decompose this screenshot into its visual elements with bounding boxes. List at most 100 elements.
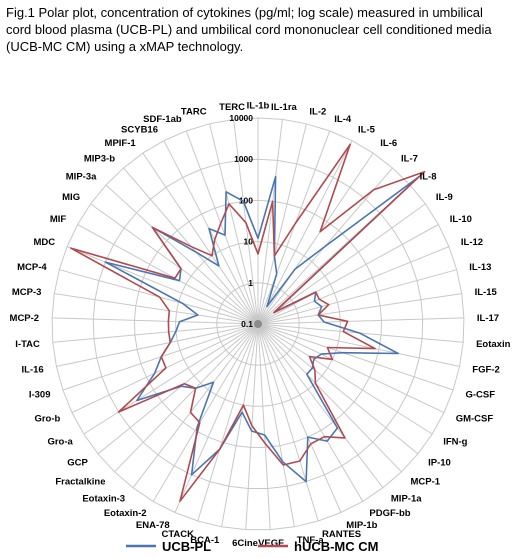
category-label: GCP <box>67 458 88 469</box>
chart-series <box>70 143 426 503</box>
figure-caption: Fig.1 Polar plot, concentration of cytok… <box>6 5 492 54</box>
chart-grid <box>51 117 465 531</box>
chart-legend: UCB-PL hUCB-MC CM <box>126 539 378 554</box>
grid-spoke <box>257 246 450 325</box>
category-label: IL-4 <box>334 114 352 125</box>
grid-ring <box>133 199 383 448</box>
grid-spoke <box>52 323 259 343</box>
grid-spoke <box>257 152 374 325</box>
category-label: MCP-3 <box>12 287 42 298</box>
category-label: Fractalkine <box>55 477 105 488</box>
category-label: IL-10 <box>450 214 472 225</box>
category-label: GM-CSF <box>456 414 494 425</box>
grid-spoke <box>257 119 283 325</box>
tick-label: 10 <box>244 237 254 247</box>
grid-spoke <box>142 152 259 325</box>
grid-spoke <box>257 323 319 522</box>
category-label: IL-1b <box>247 101 270 112</box>
category-label: MIP3-b <box>84 154 115 165</box>
grid-spoke <box>52 317 259 325</box>
category-label: Gro-b <box>34 414 60 425</box>
grid-ring <box>51 117 465 531</box>
grid-spoke <box>105 184 259 325</box>
category-label: IL-12 <box>461 237 483 248</box>
grid-spoke <box>257 323 445 414</box>
legend-label: hUCB-MC CM <box>294 539 378 554</box>
grid-spoke <box>83 323 259 435</box>
grid-spoke <box>56 323 259 367</box>
center-marker <box>254 320 262 328</box>
category-label: IL-15 <box>475 287 498 298</box>
category-label: SCYB16 <box>121 125 158 136</box>
grid-spoke <box>257 317 464 325</box>
category-label: Eotaxin-3 <box>82 494 125 505</box>
category-label: MCP-4 <box>17 262 47 273</box>
grid-spoke <box>257 123 307 325</box>
category-label: MIP-3a <box>66 172 97 183</box>
grid-spoke <box>77 224 259 325</box>
radial-tick-labels: 0.1 1 10 100 1000 10000 <box>229 113 253 329</box>
grid-spoke <box>257 140 353 325</box>
grid-spoke <box>209 123 259 325</box>
category-label: IL-1ra <box>271 102 298 113</box>
category-label: Eotaxin-2 <box>104 508 147 519</box>
grid-spoke <box>97 323 259 455</box>
grid-spoke <box>257 224 439 325</box>
category-label: TNF-a <box>297 535 325 546</box>
grid-spoke <box>257 323 295 527</box>
grid-spoke <box>257 323 433 435</box>
grid-spoke <box>257 323 342 513</box>
category-label: IL-13 <box>469 262 491 273</box>
category-label: ENA-78 <box>136 520 170 531</box>
category-label: IL-17 <box>477 313 499 324</box>
category-label: MIP-1b <box>346 520 377 531</box>
grid-spoke <box>257 323 402 473</box>
grid-spoke <box>54 293 259 325</box>
tick-label: 1000 <box>234 154 253 164</box>
grid-spoke <box>257 203 426 325</box>
series-line-1 <box>70 143 426 503</box>
category-label: MCP-2 <box>10 313 40 324</box>
category-label: CTACK <box>161 529 194 540</box>
grid-spoke <box>257 323 454 391</box>
grid-spoke <box>185 130 259 325</box>
category-label: SDF-1ab <box>143 114 182 125</box>
grid-spoke <box>132 323 259 489</box>
category-label: Gro-a <box>47 436 73 447</box>
category-label: IL-8 <box>420 172 437 183</box>
category-label: PDGF-bb <box>369 508 410 519</box>
category-label: I-TAC <box>15 339 40 350</box>
category-label: IL-9 <box>436 192 453 203</box>
grid-spoke <box>90 203 259 325</box>
category-label: IL-16 <box>22 365 44 376</box>
category-label: MDC <box>33 237 55 248</box>
grid-spoke <box>114 323 259 473</box>
category-label: IL-5 <box>358 125 376 136</box>
category-label: IL-7 <box>401 154 418 165</box>
category-label: 6Cine <box>232 538 258 549</box>
category-label: TERC <box>219 102 245 113</box>
category-label: MIG <box>62 192 80 203</box>
category-label: MIP-1a <box>391 494 422 505</box>
tick-label: 100 <box>239 195 253 205</box>
tick-label: 1 <box>248 278 253 288</box>
grid-ring <box>92 158 424 489</box>
grid-spoke <box>257 269 457 325</box>
category-label: VEGF <box>258 538 284 549</box>
category-label: MCP-1 <box>411 477 441 488</box>
category-label: MPIF-1 <box>105 138 137 149</box>
category-label: IFN-g <box>443 436 467 447</box>
grid-ring <box>175 241 341 407</box>
category-label: RANTES <box>322 529 361 540</box>
category-label: I-309 <box>29 390 51 401</box>
grid-spoke <box>152 323 259 502</box>
tick-label: 0.1 <box>241 319 253 329</box>
category-label: IL-2 <box>309 107 326 118</box>
grid-spoke <box>257 130 331 325</box>
grid-spoke <box>66 246 259 325</box>
tick-label: 10000 <box>229 113 253 123</box>
grid-spoke <box>174 323 259 513</box>
category-label: IL-6 <box>380 138 397 149</box>
grid-spoke <box>257 323 271 530</box>
